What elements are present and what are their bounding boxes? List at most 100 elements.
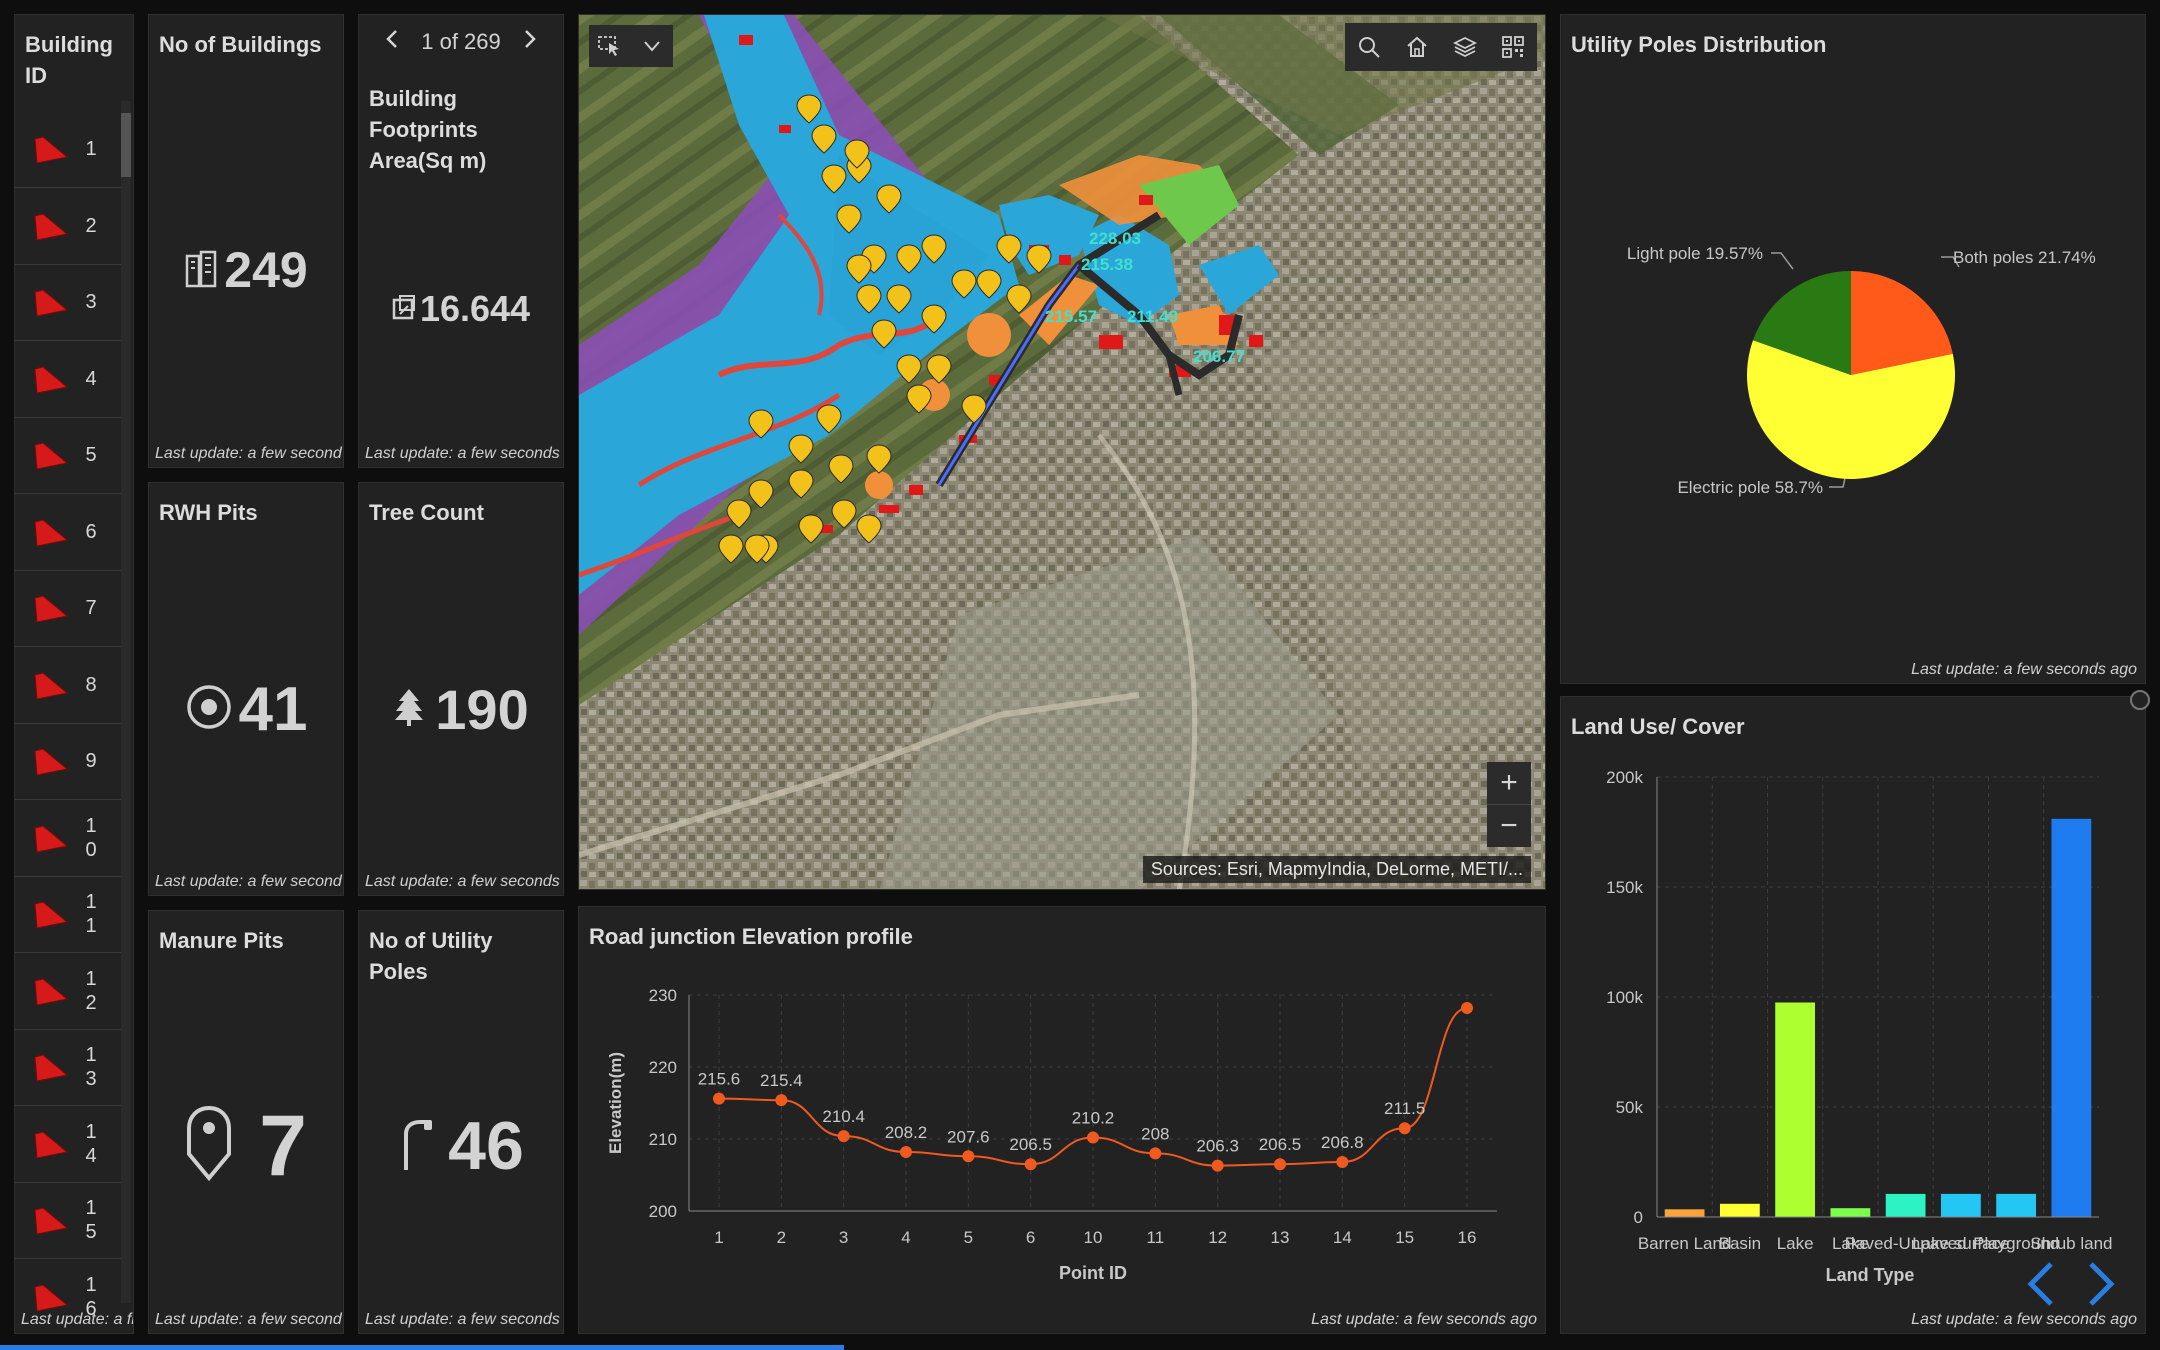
building-list-item[interactable]: 1	[15, 111, 123, 188]
pie-label-both: Both poles 21.74%	[1953, 248, 2096, 267]
x-tick-label: Lake	[1832, 1234, 1869, 1253]
last-update-text: Last update: a few seconds a	[365, 873, 563, 890]
x-tick-label: 13	[1271, 1228, 1290, 1247]
building-list-item[interactable]: 6	[15, 494, 123, 571]
building-list-item[interactable]: 7	[15, 570, 123, 647]
pager-next-icon[interactable]	[523, 29, 537, 55]
x-tick-label: 5	[964, 1228, 973, 1247]
x-axis-title: Point ID	[1059, 1263, 1127, 1283]
building-footprint-icon	[34, 595, 69, 623]
x-tick-label: 1	[714, 1228, 723, 1247]
zoom-in-button[interactable]: +	[1487, 762, 1531, 805]
last-update-text: Last update: a few seconds a	[365, 1311, 563, 1328]
building-id-label: 8	[85, 673, 97, 696]
elevation-point	[1274, 1158, 1286, 1171]
card-title: No of Buildings	[159, 32, 322, 57]
building-footprint-icon	[34, 518, 69, 547]
bar	[1885, 1193, 1926, 1217]
last-update-text: Last update: a few second	[155, 873, 342, 890]
pager-text: 1 of 269	[421, 29, 501, 54]
select-tool-button[interactable]	[589, 25, 631, 67]
layers-icon	[1453, 36, 1477, 58]
data-label: 215.4	[760, 1071, 803, 1090]
map-label: 215.38	[1081, 255, 1133, 274]
building-footprint-icon	[34, 1054, 69, 1082]
zoom-out-button[interactable]: −	[1500, 809, 1518, 842]
elevation-point	[1149, 1147, 1162, 1160]
qr-code-button[interactable]	[1489, 23, 1537, 71]
building-list-item[interactable]: 5	[15, 417, 123, 494]
next-page-button[interactable]	[2087, 1260, 2117, 1313]
last-update-text: Last update: a few seconds ago	[1911, 661, 2137, 678]
card-title: Tree Count	[369, 500, 484, 525]
x-tick-label: Lake	[1777, 1234, 1814, 1253]
y-tick-label: 200k	[1606, 768, 1643, 787]
building-list-item[interactable]: 4	[15, 341, 123, 418]
x-tick-label: 14	[1333, 1228, 1352, 1247]
last-update-text: Last update: a few seconds ago	[1911, 1311, 2137, 1328]
y-tick-label: 100k	[1606, 988, 1643, 1007]
building-footprint-icon	[34, 824, 69, 853]
data-label: 211.5	[1384, 1099, 1425, 1118]
trees-value-row: 190	[359, 669, 563, 749]
building-footprint-icon	[34, 136, 69, 164]
building-id-label: 2	[85, 214, 97, 237]
scrollbar-thumb[interactable]	[121, 113, 131, 177]
pager-prev-icon[interactable]	[385, 29, 399, 55]
building-footprint-icon	[34, 1207, 69, 1235]
footprints-value: 16.644	[419, 288, 531, 329]
building-list-item[interactable]: 8	[15, 647, 123, 724]
card-rwh: RWH Pits 41 Last update: a few second	[148, 482, 344, 896]
expand-icon[interactable]	[2130, 690, 2150, 710]
elevation-point	[1461, 1001, 1473, 1014]
building-list-item[interactable]: 2	[15, 188, 123, 265]
x-axis-title: Land Type	[1826, 1265, 1915, 1285]
building-list-item[interactable]: 3	[15, 264, 123, 341]
poles-pie-chart: Light pole 19.57% Both poles 21.74% Elec…	[1627, 244, 2096, 497]
search-button[interactable]	[1345, 23, 1393, 71]
bar	[1719, 1203, 1760, 1217]
leader-line	[1941, 256, 1960, 268]
rwh-value: 41	[238, 674, 308, 744]
building-id-label: 6	[85, 520, 97, 543]
x-tick-label: Paved-Unpaved	[1845, 1234, 1967, 1253]
streetlight-icon	[398, 1116, 434, 1177]
elevation-point	[962, 1150, 975, 1163]
x-tick-label: 12	[1208, 1228, 1227, 1247]
data-label: 208	[1141, 1124, 1169, 1143]
select-dropdown-button[interactable]	[631, 25, 673, 67]
y-tick-label: 200	[649, 1202, 677, 1221]
elevation-point	[1024, 1158, 1037, 1171]
map-tools-left	[589, 25, 673, 67]
prev-page-button[interactable]	[2025, 1260, 2055, 1313]
qr-code-icon	[1502, 36, 1524, 58]
building-footprint-icon	[34, 901, 69, 929]
scrollbar-track[interactable]	[121, 101, 131, 1303]
elevation-point	[837, 1130, 850, 1143]
map-view[interactable]: 228.03 215.38 215.57 211.49 206.77 + − S…	[578, 14, 1546, 890]
layers-button[interactable]	[1441, 23, 1489, 71]
building-footprint-icon	[34, 748, 69, 776]
target-icon	[185, 683, 233, 736]
card-title: No of Utility Poles	[369, 928, 493, 984]
x-tick-label: 10	[1084, 1228, 1103, 1247]
elevation-title: Road junction Elevation profile	[589, 924, 913, 949]
home-button[interactable]	[1393, 23, 1441, 71]
building-footprint-icon	[34, 365, 69, 394]
data-label: 206.8	[1321, 1133, 1364, 1152]
bar	[1830, 1208, 1871, 1217]
building-list-item[interactable]: 9	[15, 723, 123, 800]
poles-pie-panel: Utility Poles Distribution Light pole 19…	[1560, 14, 2146, 684]
bar	[1664, 1209, 1705, 1217]
elevation-panel: Road junction Elevation profile 200 210 22…	[578, 906, 1546, 1334]
